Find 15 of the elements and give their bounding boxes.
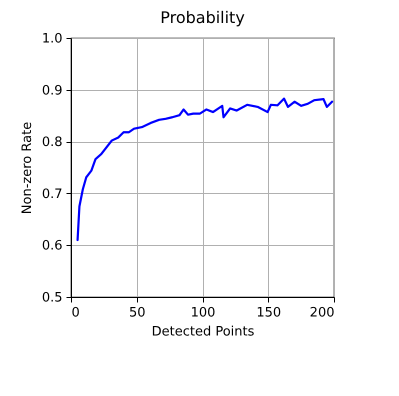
x-tick-label: 50 — [128, 306, 146, 320]
x-tick-label: 150 — [256, 306, 282, 320]
y-axis-title: Non-zero Rate — [20, 122, 35, 214]
y-tick-label: 1.0 — [42, 32, 62, 46]
y-tick-label: 0.5 — [42, 290, 62, 306]
y-tick-label: 0.9 — [42, 83, 62, 98]
x-tick-label: 100 — [190, 306, 216, 320]
x-tick-label: 0 — [72, 306, 80, 320]
x-tick-label: 200 — [310, 306, 334, 320]
x-axis-title: Detected Points — [152, 324, 255, 340]
y-tick-label: 0.6 — [42, 238, 62, 254]
y-tick-label: 0.7 — [42, 186, 62, 202]
chart-title: Probability — [160, 8, 245, 27]
y-tick-label: 0.8 — [42, 135, 62, 150]
line-series — [76, 98, 334, 242]
